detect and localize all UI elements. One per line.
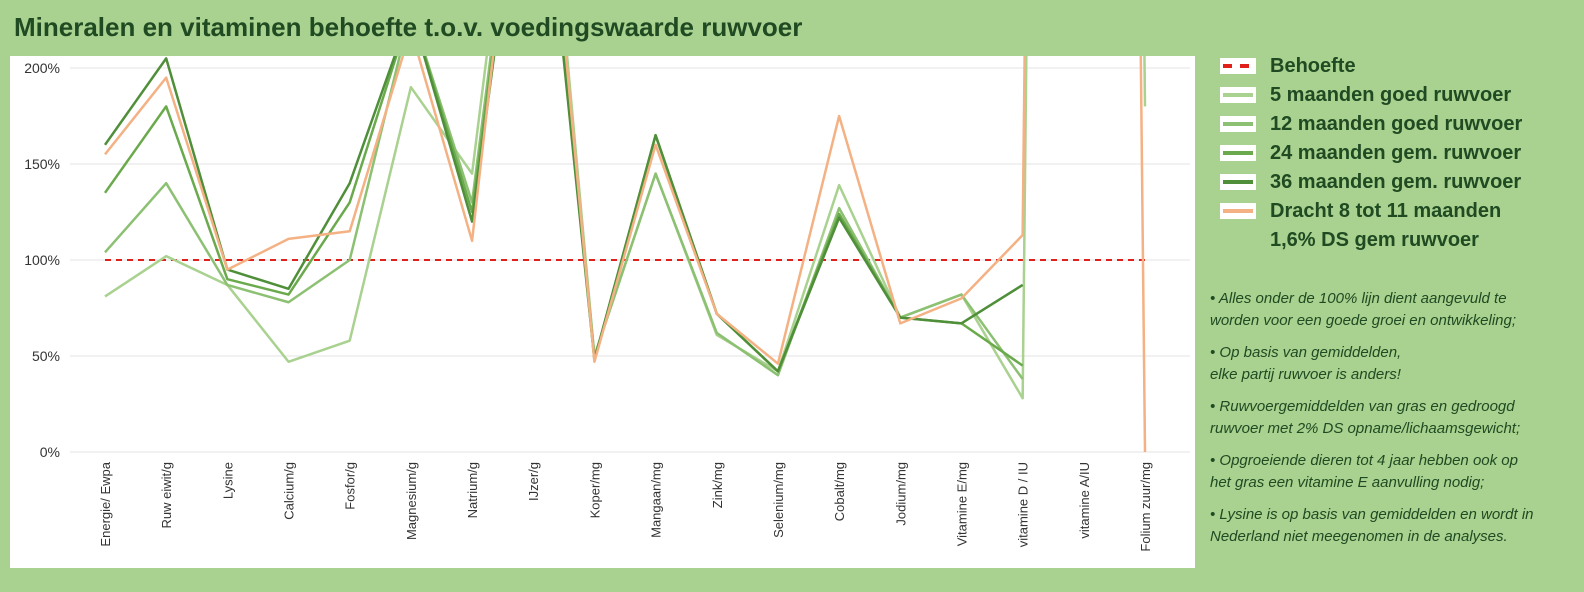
legend-swatch [1220, 87, 1256, 103]
y-tick-label: 50% [32, 348, 60, 364]
legend-item: 5 maanden goed ruwvoer [1220, 81, 1570, 110]
x-tick-label: Energie/ Ewpa [98, 461, 113, 546]
x-tick-label: Calcium/g [282, 462, 297, 520]
legend-label: Behoefte [1270, 55, 1356, 77]
x-tick-label: Natrium/g [465, 462, 480, 518]
x-tick-label: Magnesium/g [404, 462, 419, 540]
chart-title: Mineralen en vitaminen behoefte t.o.v. v… [14, 12, 802, 42]
legend-swatch [1220, 203, 1256, 219]
legend-label: 5 maanden goed ruwvoer [1270, 84, 1512, 106]
legend-label: Dracht 8 tot 11 maanden 1,6% DS gem ruwv… [1270, 200, 1502, 251]
x-tick-label: Koper/mg [587, 462, 602, 518]
series-line [104, 56, 1147, 453]
legend-item: 12 maanden goed ruwvoer [1220, 110, 1570, 139]
plot-panel [10, 56, 1195, 568]
y-tick-label: 0% [40, 444, 60, 460]
x-tick-label: vitamine A/IU [1077, 462, 1092, 539]
x-tick-label: Lysine [220, 462, 235, 499]
y-tick-label: 200% [24, 60, 60, 76]
y-tick-label: 100% [24, 252, 60, 268]
note: • Op basis van gemiddelden, elke partij … [1210, 344, 1402, 383]
x-tick-label: Ruw eiwit/g [159, 462, 174, 528]
note: • Lysine is op basis van gemiddelden en … [1210, 506, 1534, 545]
legend-swatch [1220, 145, 1256, 161]
series-line [104, 56, 1024, 380]
legend: Behoefte 5 maanden goed ruwvoer 12 maanden… [1220, 52, 1570, 251]
x-tick-label: IJzer/g [526, 462, 541, 501]
x-tick-label: Cobalt/mg [832, 462, 847, 521]
legend-label: 12 maanden goed ruwvoer [1270, 113, 1523, 135]
legend-item: Dracht 8 tot 11 maanden 1,6% DS gem ruwv… [1220, 197, 1570, 251]
legend-item: Behoefte [1220, 52, 1570, 81]
x-tick-label: Mangaan/mg [649, 462, 664, 538]
series-line [103, 56, 1024, 373]
note: • Ruwvoergemiddelden van gras en gedroog… [1210, 398, 1521, 437]
notes: • Alles onder de 100% lijn dient aangevu… [1210, 288, 1580, 558]
x-tick-label: Selenium/mg [771, 462, 786, 538]
x-tick-label: Vitamine E/mg [954, 462, 969, 546]
legend-swatch [1220, 116, 1256, 132]
note: • Opgroeiende dieren tot 4 jaar hebben o… [1210, 452, 1518, 491]
legend-label: 36 maanden gem. ruwvoer [1270, 171, 1522, 193]
x-tick-label: Jodium/mg [893, 462, 908, 526]
legend-label: 24 maanden gem. ruwvoer [1270, 142, 1522, 164]
x-tick-label: Folium zuur/mg [1138, 462, 1153, 552]
x-tick-label: Zink/mg [710, 462, 725, 508]
x-tick-label: vitamine D / IU [1016, 462, 1031, 547]
legend-swatch [1220, 58, 1256, 74]
legend-item: 36 maanden gem. ruwvoer [1220, 168, 1570, 197]
y-tick-label: 150% [24, 156, 60, 172]
x-tick-label: Fosfor/g [343, 462, 358, 510]
note: • Alles onder de 100% lijn dient aangevu… [1210, 290, 1517, 329]
legend-item: 24 maanden gem. ruwvoer [1220, 139, 1570, 168]
legend-swatch [1220, 174, 1256, 190]
